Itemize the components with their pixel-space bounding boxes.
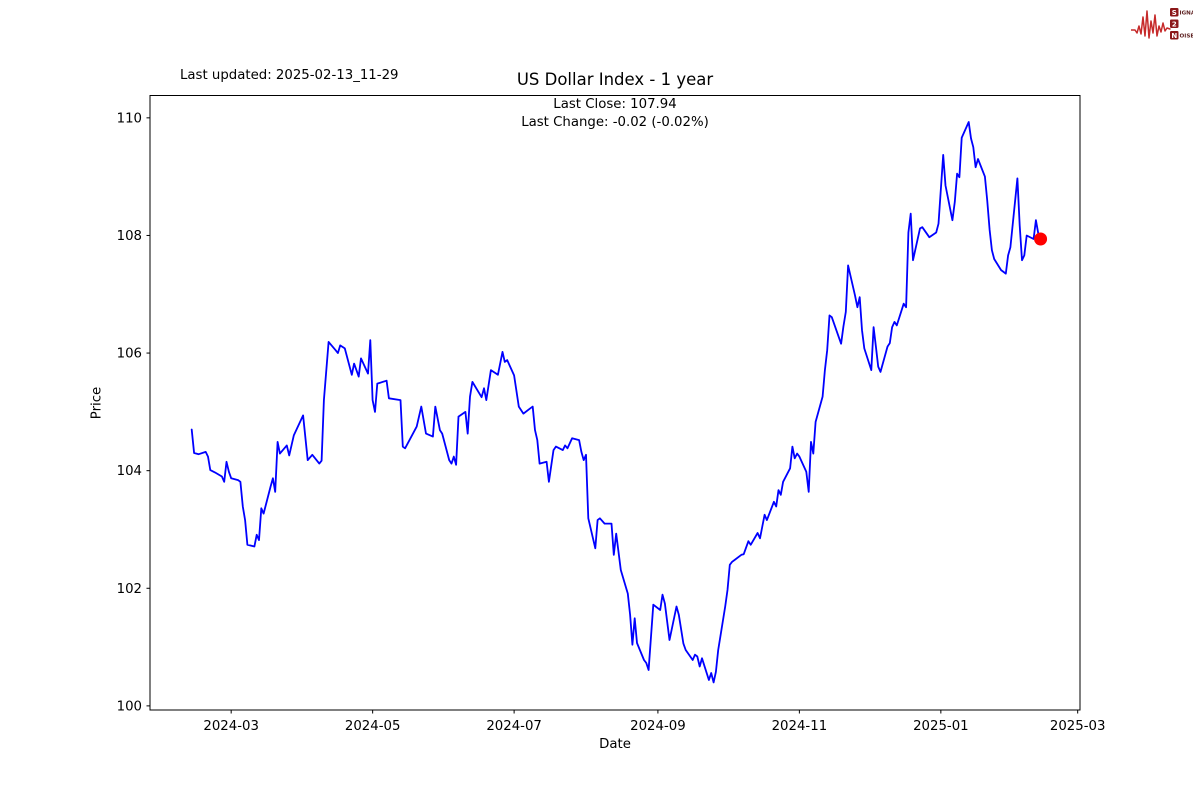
x-tick-label: 2024-11 (772, 719, 828, 734)
y-tick-label: 104 (117, 464, 142, 479)
y-tick-label: 108 (117, 229, 142, 244)
x-axis-label: Date (599, 737, 631, 752)
x-tick-label: 2024-05 (345, 719, 401, 734)
last-close-marker (1034, 232, 1048, 246)
x-tick-label: 2024-07 (486, 719, 542, 734)
x-tick-label: 2025-03 (1050, 719, 1106, 734)
x-tick-label: 2025-01 (913, 719, 969, 734)
waveform-icon (1131, 10, 1171, 39)
logo-word-text: OISE (1180, 34, 1194, 40)
last-change-annotation: Last Change: -0.02 (-0.02%) (521, 115, 709, 130)
logo-letter-box (1170, 8, 1179, 17)
last-close-annotation: Last Close: 107.94 (553, 97, 677, 112)
plot-border (149, 95, 1081, 711)
price-line (190, 121, 1042, 684)
chart-title: US Dollar Index - 1 year (516, 70, 714, 89)
y-axis-label: Price (89, 386, 105, 420)
logo-boxed-letter: 2 (1172, 20, 1177, 28)
y-tick-label: 106 (117, 347, 142, 362)
logo-word-text: IGNAL (1180, 11, 1194, 17)
logo-letter-box (1170, 31, 1179, 40)
logo-letter-box (1170, 19, 1179, 28)
logo-boxed-letter: N (1171, 32, 1177, 40)
y-tick-label: 102 (117, 582, 142, 597)
logo-boxed-letter: S (1172, 9, 1177, 17)
last-updated-text: Last updated: 2025-02-13_11-29 (180, 68, 399, 83)
y-tick-label: 110 (117, 111, 142, 126)
y-tick-label: 100 (117, 699, 142, 714)
x-tick-label: 2024-09 (630, 719, 686, 734)
x-tick-label: 2024-03 (203, 719, 259, 734)
